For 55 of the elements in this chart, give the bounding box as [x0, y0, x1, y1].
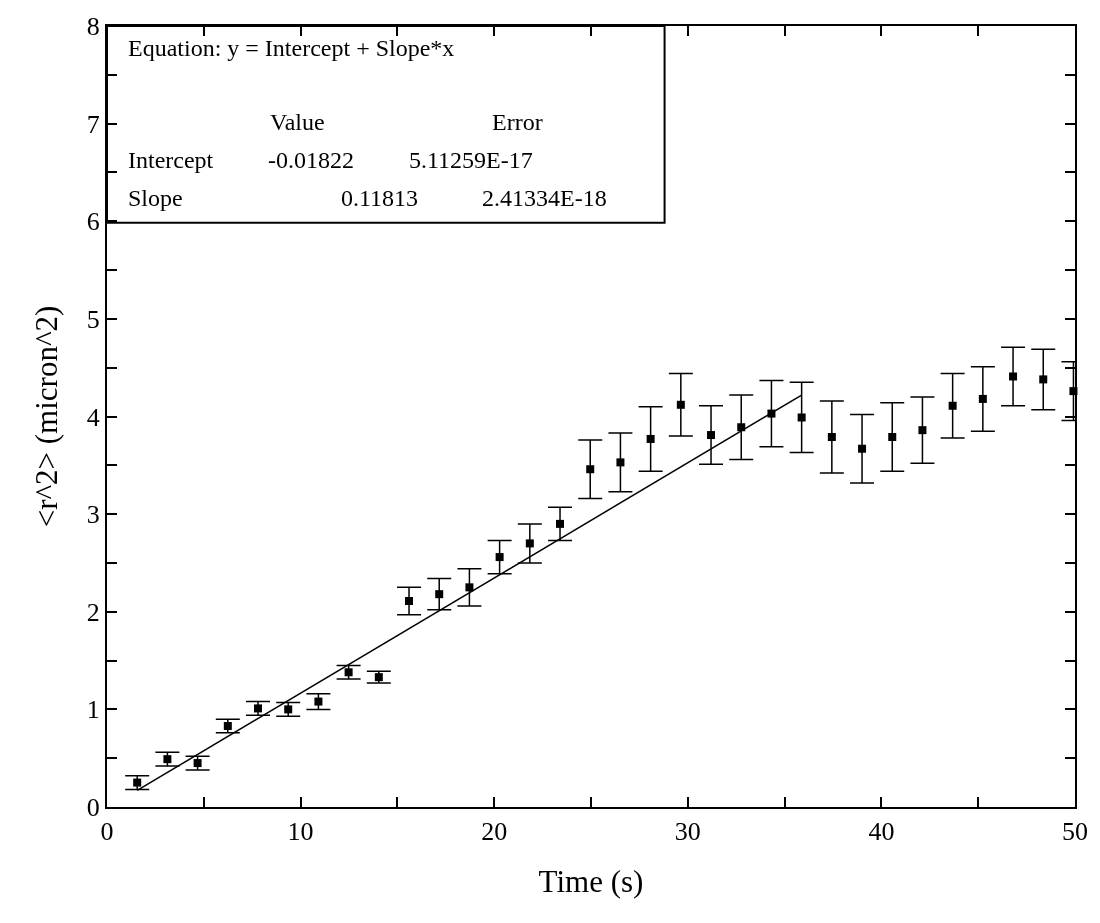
point: [344, 668, 353, 677]
point: [465, 583, 474, 592]
point: [163, 755, 172, 764]
point: [586, 465, 595, 474]
y-tick-label: 8: [86, 12, 100, 42]
x-tick-label: 50: [1062, 817, 1088, 847]
point: [314, 697, 323, 706]
annotation: Slope: [128, 185, 183, 211]
point: [223, 721, 232, 730]
x-tick-label: 30: [674, 817, 701, 847]
point: [918, 426, 927, 435]
x-tick-label: 40: [868, 817, 895, 847]
annotation: 2.41334E-18: [482, 185, 607, 211]
point: [1009, 372, 1018, 381]
y-tick-label: 6: [86, 207, 100, 237]
point: [254, 704, 263, 713]
point: [374, 673, 383, 682]
y-tick-label: 4: [86, 402, 100, 432]
x-tick-label: 10: [287, 817, 314, 847]
x-tick-label: 20: [481, 817, 508, 847]
annotation: Intercept: [128, 147, 214, 173]
point: [405, 597, 414, 606]
point: [888, 433, 897, 441]
y-tick-label: 0: [86, 793, 100, 823]
point: [616, 458, 625, 467]
annotation: -0.01822: [268, 147, 354, 173]
annotation: 0.11813: [341, 185, 419, 211]
point: [525, 539, 534, 548]
point: [737, 423, 746, 432]
point: [284, 705, 293, 714]
point: [948, 401, 957, 410]
point: [133, 778, 142, 787]
point: [858, 444, 867, 453]
y-axis-title: <r^2> (micron^2): [28, 305, 64, 528]
y-tick-label: 3: [86, 500, 100, 530]
point: [435, 590, 444, 599]
point: [1039, 375, 1048, 384]
point: [193, 759, 202, 768]
point: [827, 433, 836, 441]
annotation: Equation: y = Intercept + Slope*x: [128, 35, 455, 61]
point: [707, 431, 716, 440]
point: [797, 413, 806, 422]
point: [646, 434, 655, 443]
annotation: Value: [270, 109, 325, 135]
point: [556, 519, 565, 528]
y-tick-label: 5: [86, 304, 100, 334]
annotation: 5.11259E-17: [409, 147, 533, 173]
annotation: Error: [492, 109, 543, 135]
y-tick-label: 2: [86, 597, 100, 627]
x-axis-title: Time (s): [538, 863, 644, 899]
y-tick-label: 7: [86, 109, 100, 139]
point: [676, 400, 685, 409]
point: [978, 394, 987, 403]
y-tick-label: 1: [86, 695, 100, 725]
point: [495, 553, 504, 562]
